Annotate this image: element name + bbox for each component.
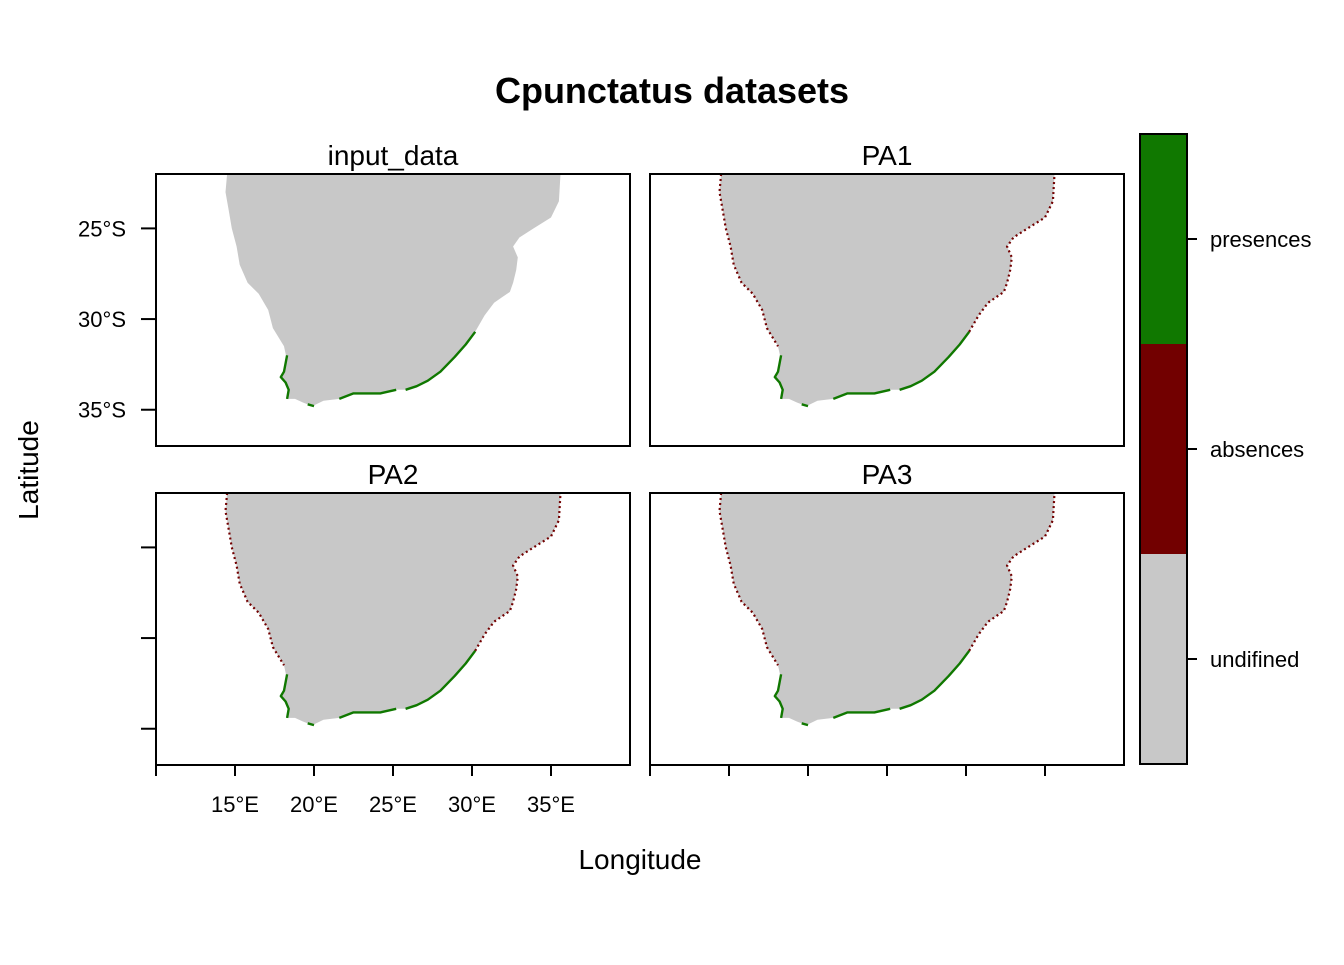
panel-frame <box>649 492 1125 766</box>
presence-cells <box>801 722 809 727</box>
x-tick-label: 35°E <box>527 792 575 817</box>
presence-cells <box>338 388 397 401</box>
x-tick-label: 25°E <box>369 792 417 817</box>
x-axis-right-column <box>649 766 1046 776</box>
presence-cells <box>773 355 784 400</box>
y-tick-label: 25°S <box>78 216 126 241</box>
y-axis: 25°S 30°S 35°S <box>78 216 156 423</box>
presence-cells <box>307 403 315 408</box>
presence-cells <box>279 355 290 400</box>
legend-swatch-absences <box>1140 344 1187 554</box>
legend-label-presences: presences <box>1210 227 1312 252</box>
y-axis-bottom-row <box>141 546 156 730</box>
absence-cells <box>224 493 285 666</box>
panel-title-pa3: PA3 <box>862 459 913 490</box>
presence-cells <box>832 707 891 720</box>
map-panel-pa2 <box>155 492 631 766</box>
presence-cells <box>899 650 971 710</box>
legend-frame <box>1139 133 1188 765</box>
legend-label-absences: absences <box>1210 437 1304 462</box>
absence-cells <box>718 174 779 347</box>
map-panel-pa3 <box>649 492 1125 766</box>
legend-swatch-presences <box>1140 134 1187 344</box>
land-undefined-area <box>225 493 561 726</box>
absence-cells <box>968 174 1056 333</box>
presence-cells <box>405 650 477 710</box>
y-tick-label: 30°S <box>78 307 126 332</box>
presence-cells <box>338 707 397 720</box>
panel-frame <box>155 492 631 766</box>
presence-cells <box>801 403 809 408</box>
land-undefined-area <box>719 174 1055 407</box>
chart-title: Cpunctatus datasets <box>495 70 849 111</box>
panel-frame <box>155 173 631 447</box>
panel-title-pa2: PA2 <box>368 459 419 490</box>
land-undefined-area <box>719 493 1055 726</box>
x-tick-label: 15°E <box>211 792 259 817</box>
panel-title-pa1: PA1 <box>862 140 913 171</box>
absence-cells <box>968 493 1056 652</box>
legend-label-undifined: undifined <box>1210 647 1299 672</box>
absence-cells <box>718 493 779 666</box>
x-tick-label: 30°E <box>448 792 496 817</box>
land-undefined-area <box>225 174 561 407</box>
x-tick-label: 20°E <box>290 792 338 817</box>
presence-cells <box>307 722 315 727</box>
x-axis: 15°E 20°E 25°E 30°E 35°E <box>155 766 575 817</box>
presence-cells <box>899 331 971 391</box>
x-axis-title: Longitude <box>578 844 701 875</box>
presence-cells <box>279 674 290 719</box>
presence-cells <box>405 331 477 391</box>
legend-colorkey: undifined absences presences <box>1139 133 1312 765</box>
panel-title-input-data: input_data <box>328 140 459 171</box>
panel-frame <box>649 173 1125 447</box>
presence-cells <box>832 388 891 401</box>
map-panel-input-data <box>155 173 631 447</box>
y-tick-label: 35°S <box>78 398 126 423</box>
y-axis-title: Latitude <box>13 420 44 520</box>
presence-cells <box>773 674 784 719</box>
legend-swatch-undifined <box>1140 554 1187 764</box>
map-panel-pa1 <box>649 173 1125 447</box>
absence-cells <box>474 493 562 652</box>
